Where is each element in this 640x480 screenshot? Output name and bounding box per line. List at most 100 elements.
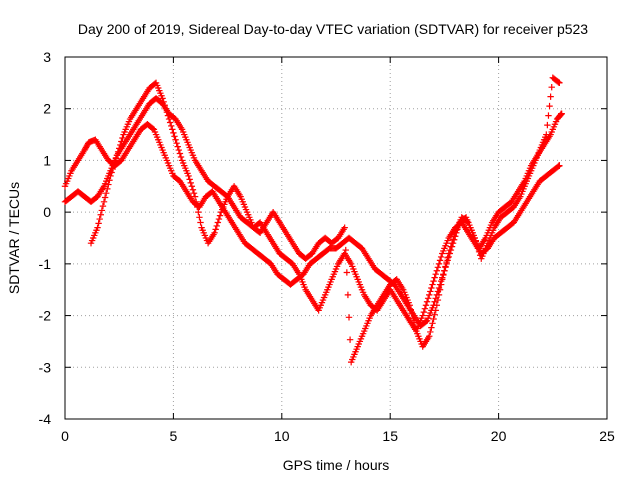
- y-tick-label: 3: [43, 49, 51, 65]
- y-axis-label: SDTVAR / TECUs: [6, 182, 22, 294]
- data-point: [105, 181, 112, 188]
- data-point: [424, 295, 432, 302]
- data-point: [430, 277, 437, 285]
- data-point: [427, 288, 434, 295]
- data-point: [112, 155, 120, 162]
- series-track-a: [61, 110, 565, 330]
- data-point: [197, 219, 204, 226]
- data-point: [214, 219, 222, 226]
- x-tick-label: 15: [382, 428, 398, 444]
- data-point: [426, 333, 433, 340]
- data-point: [169, 126, 176, 133]
- data-point: [149, 125, 157, 132]
- data-point: [186, 176, 193, 183]
- data-point: [176, 150, 184, 157]
- data-point: [441, 267, 448, 274]
- data-point: [436, 286, 444, 293]
- data-point: [211, 229, 218, 237]
- data-point: [472, 238, 480, 245]
- data-point: [190, 189, 198, 197]
- data-point: [189, 186, 197, 193]
- data-series: [61, 74, 565, 366]
- data-point: [437, 281, 445, 288]
- data-point: [431, 311, 438, 318]
- data-point: [188, 183, 196, 190]
- data-point: [429, 320, 436, 327]
- data-point: [177, 153, 185, 161]
- data-point: [174, 143, 181, 150]
- data-point: [164, 112, 172, 119]
- data-point: [433, 267, 441, 274]
- data-point: [119, 134, 126, 142]
- data-point: [114, 148, 122, 156]
- data-point: [555, 163, 562, 170]
- data-point: [165, 115, 173, 123]
- data-point: [428, 284, 435, 292]
- data-point: [346, 336, 354, 343]
- data-point: [410, 319, 418, 326]
- data-point: [420, 308, 428, 316]
- data-point: [419, 312, 426, 319]
- data-point: [106, 177, 113, 184]
- data-point: [429, 281, 436, 288]
- data-point: [162, 105, 170, 112]
- y-tick-label: -3: [39, 359, 52, 375]
- x-tick-label: 25: [599, 428, 615, 444]
- data-point: [173, 139, 180, 147]
- data-point: [447, 243, 455, 250]
- series-track-c: [87, 74, 563, 366]
- y-tick-label: 0: [43, 204, 51, 220]
- data-point: [109, 165, 116, 173]
- data-point: [117, 141, 124, 149]
- data-point: [96, 215, 103, 223]
- data-point: [449, 236, 457, 243]
- data-point: [432, 307, 439, 314]
- data-point: [166, 119, 174, 126]
- data-point: [343, 269, 351, 276]
- y-tick-label: 1: [43, 152, 51, 168]
- data-point: [99, 202, 107, 210]
- y-tick-label: -4: [39, 411, 52, 427]
- data-point: [473, 241, 481, 249]
- data-point: [544, 121, 551, 129]
- x-tick-label: 10: [274, 428, 290, 444]
- data-point: [187, 179, 194, 187]
- data-point: [445, 250, 452, 257]
- data-point: [118, 138, 125, 145]
- data-point: [160, 98, 167, 106]
- data-point: [175, 146, 183, 154]
- data-point: [437, 253, 445, 261]
- data-point: [427, 328, 434, 336]
- data-point: [215, 215, 223, 223]
- data-point: [432, 271, 439, 278]
- data-point: [436, 257, 444, 264]
- data-point: [430, 315, 437, 323]
- data-point: [434, 264, 442, 271]
- data-point: [108, 169, 115, 176]
- x-axis-label: GPS time / hours: [283, 457, 390, 473]
- data-point: [411, 323, 419, 330]
- data-point: [475, 248, 483, 255]
- data-point: [345, 314, 353, 321]
- data-point: [212, 226, 219, 233]
- data-point: [192, 198, 200, 205]
- data-point: [100, 198, 108, 205]
- data-point: [159, 95, 166, 102]
- data-point: [97, 211, 104, 218]
- data-point: [543, 131, 550, 138]
- x-tick-label: 5: [170, 428, 178, 444]
- data-point: [170, 129, 177, 137]
- data-point: [555, 78, 562, 86]
- x-tick-label: 20: [491, 428, 507, 444]
- data-point: [161, 102, 168, 109]
- y-tick-label: 2: [43, 101, 51, 117]
- data-point: [442, 263, 449, 270]
- data-point: [408, 310, 416, 318]
- data-point: [344, 291, 352, 299]
- data-point: [421, 305, 429, 312]
- data-point: [104, 185, 111, 193]
- axis-ticks: 0 5 10 15 20 25 -4 -3 -2 -1 0 1 2 3: [39, 49, 615, 444]
- data-point: [557, 111, 564, 118]
- data-point: [409, 314, 417, 322]
